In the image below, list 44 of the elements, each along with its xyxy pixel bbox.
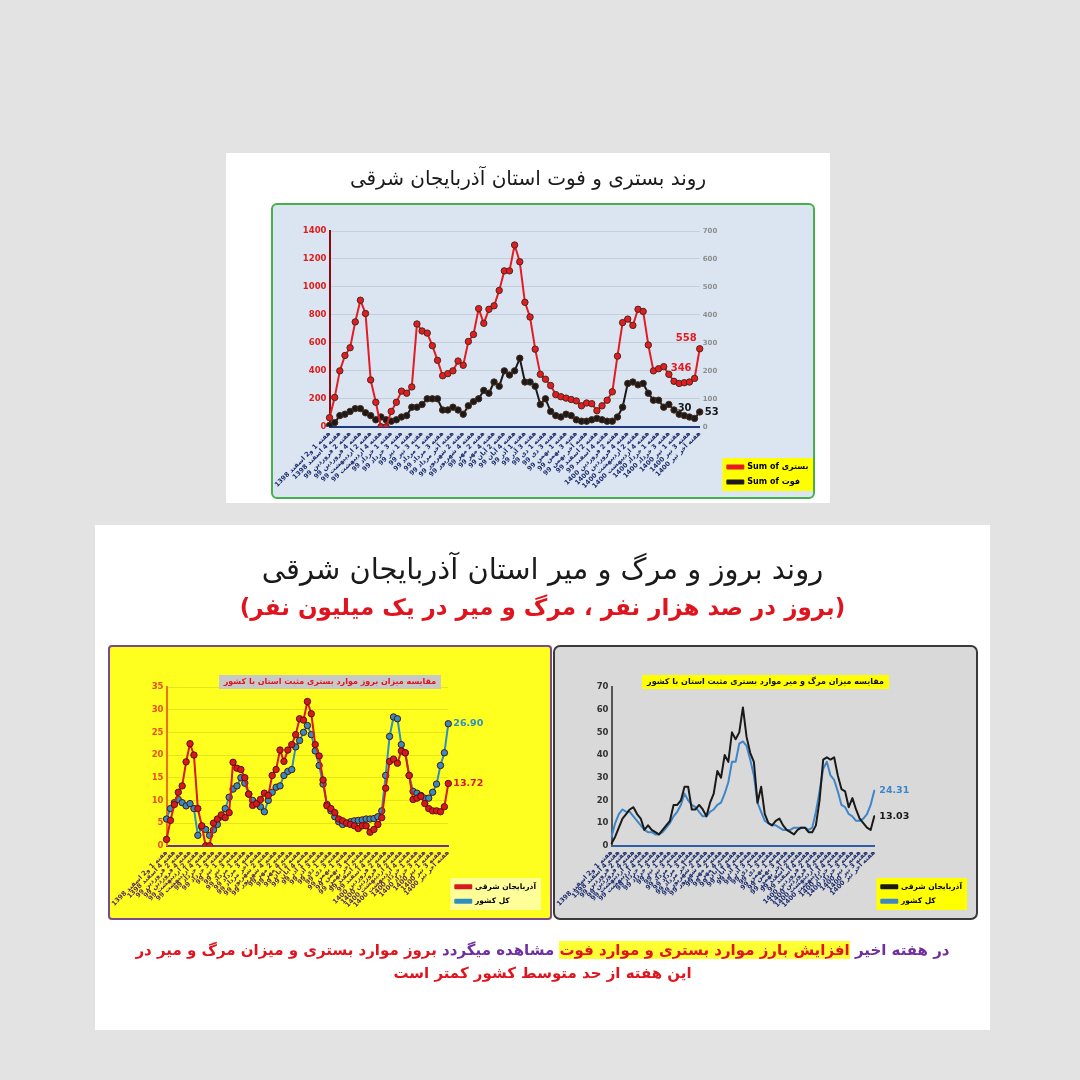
data-label: 26.90 — [453, 717, 484, 729]
y-tick-label: 800 — [308, 309, 327, 320]
y-tick-label: 1200 — [302, 253, 327, 264]
legend-label: Sum of بستری — [747, 462, 809, 472]
y-tick-label: 1000 — [302, 281, 327, 292]
chart-title: مقایسه میزان بروز موارد بستری مثبت استان با کشور — [218, 675, 442, 689]
y-tick-label: 60 — [596, 703, 609, 714]
text: مشاهده میگردد — [442, 941, 555, 959]
chart-title: مقایسه میزان مرگ و میر موارد بستری مثبت استان با کشور — [642, 675, 889, 689]
y-tick-label: 50 — [596, 726, 609, 737]
text: در هفته اخیر — [854, 941, 950, 959]
text: افزایش بارز موارد بستری و موارد فوت — [559, 941, 850, 959]
text: روند بروز و مرگ و میر استان آذربایجان شرقی — [260, 551, 825, 588]
data-label: 30 — [677, 401, 692, 413]
data-label: 13.03 — [879, 809, 910, 821]
data-label: 13.72 — [453, 777, 484, 789]
y-tick-label: 1400 — [302, 225, 327, 236]
y-tick-label: 10 — [151, 794, 164, 805]
data-label: 53 — [704, 405, 719, 417]
y-tick-label: 70 — [596, 681, 609, 692]
text: این هفته از حد متوسط کشور کمتر است — [393, 963, 692, 982]
y-tick-label: 20 — [151, 749, 164, 760]
y-tick-label: 30 — [151, 703, 164, 714]
y-tick-label: 25 — [151, 726, 164, 737]
y-tick-label: 0 — [157, 839, 164, 850]
y-tick-label: 400 — [308, 365, 327, 376]
y-tick-label: 0 — [320, 420, 327, 431]
data-label: 558 — [675, 332, 697, 344]
y-tick-label: 0 — [602, 839, 609, 850]
y-tick-label: 20 — [596, 794, 609, 805]
y-tick-label: 600 — [308, 337, 327, 348]
data-label: 24.31 — [879, 784, 910, 796]
data-label: 346 — [670, 361, 692, 373]
chart-title: روند بستری و فوت استان آذربایجان شرقی — [348, 165, 708, 191]
y-tick-label: 35 — [151, 681, 164, 692]
text: بروز موارد بستری و میزان مرگ و میر در — [135, 941, 437, 959]
y-tick-label: 10 — [596, 817, 609, 828]
text: (بروز در صد هزار نفر ، مرگ و میر در یک میلیون نفر) — [238, 593, 847, 623]
y-tick-label: 5 — [157, 817, 164, 828]
y-tick-label: 30 — [596, 771, 609, 782]
y-tick-label: 200 — [308, 393, 327, 404]
y-tick-label: 15 — [151, 771, 164, 782]
y-tick-label: 40 — [596, 749, 609, 760]
legend-label: Sum of فوت — [747, 477, 800, 487]
